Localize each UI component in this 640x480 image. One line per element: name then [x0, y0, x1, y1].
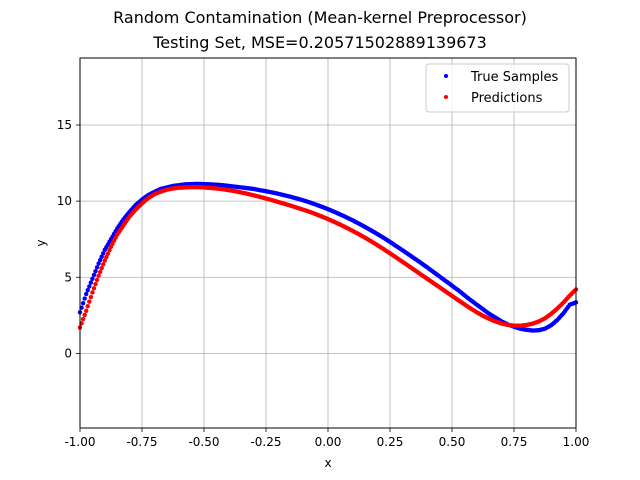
point-predictions [88, 294, 94, 300]
point-predictions [80, 316, 86, 322]
point-predictions [82, 312, 87, 318]
point-true-samples [88, 280, 94, 285]
point-predictions [84, 308, 89, 313]
point-true-samples [84, 291, 89, 297]
x-tick-label: 0.25 [377, 435, 404, 449]
chart-title: Random Contamination (Mean-kernel Prepro… [113, 8, 527, 27]
point-true-samples [101, 251, 106, 256]
point-predictions [97, 269, 103, 275]
y-tick-label: 0 [64, 346, 72, 360]
x-tick-label: 0.50 [439, 435, 466, 449]
point-predictions [94, 277, 100, 283]
x-axis-ticks: -1.00 -0.75 -0.50 -0.25 0.00 0.25 0.50 0.75 1.00 [64, 428, 589, 449]
point-predictions [101, 262, 106, 267]
legend: True Samples Predictions [425, 63, 570, 113]
point-true-samples [91, 272, 97, 278]
point-true-samples [99, 254, 104, 259]
point-predictions [85, 303, 90, 309]
x-tick-label: -0.75 [126, 435, 157, 449]
chart-subtitle: Testing Set, MSE=0.20571502889139673 [153, 33, 487, 52]
point-true-samples [87, 284, 92, 289]
point-true-samples [93, 268, 98, 274]
y-tick-label: 15 [57, 118, 72, 132]
legend-marker-true-samples [444, 74, 448, 78]
y-axis-ticks: 0 5 10 15 [57, 118, 80, 360]
y-axis-label: y [34, 239, 48, 246]
point-predictions [93, 281, 98, 287]
point-true-samples [90, 276, 95, 281]
point-predictions [104, 254, 109, 260]
point-true-samples [94, 265, 100, 270]
point-true-samples [82, 296, 87, 301]
x-tick-label: 1.00 [563, 435, 590, 449]
grid-lines [79, 58, 577, 428]
point-true-samples [85, 288, 90, 293]
point-predictions [102, 258, 108, 263]
x-tick-label: -0.25 [250, 435, 281, 449]
y-tick-label: 5 [64, 270, 72, 284]
y-tick-label: 10 [57, 194, 72, 208]
point-predictions [96, 273, 101, 278]
point-predictions [91, 286, 97, 291]
point-predictions [90, 290, 95, 295]
legend-label-predictions: Predictions [471, 91, 543, 106]
x-tick-label: 0.00 [315, 435, 342, 449]
point-predictions [99, 265, 104, 271]
point-predictions [107, 248, 112, 253]
point-true-samples [96, 261, 101, 266]
x-tick-label: -1.00 [64, 435, 95, 449]
x-tick-label: 0.75 [501, 435, 528, 449]
x-tick-label: -0.50 [188, 435, 219, 449]
legend-box [425, 63, 570, 113]
point-predictions [87, 299, 92, 304]
point-predictions [105, 251, 111, 256]
data-points [77, 181, 579, 333]
point-true-samples [97, 257, 103, 263]
legend-marker-predictions [444, 95, 448, 99]
x-axis-label: x [324, 456, 331, 470]
legend-label-true-samples: True Samples [470, 70, 558, 85]
point-true-samples [80, 300, 86, 306]
